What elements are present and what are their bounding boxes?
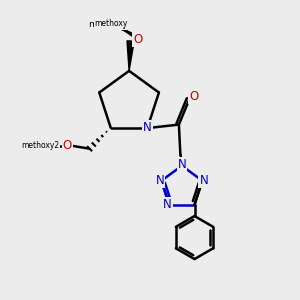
Text: methoxy2: methoxy2: [21, 141, 59, 150]
Text: O: O: [189, 90, 198, 103]
Text: N: N: [156, 174, 164, 187]
Text: N: N: [164, 198, 172, 211]
Text: N: N: [143, 121, 152, 134]
Polygon shape: [127, 41, 134, 71]
Text: methoxy: methoxy: [88, 20, 128, 29]
Text: O: O: [134, 33, 143, 46]
Text: O: O: [62, 139, 72, 152]
Text: methoxy: methoxy: [94, 19, 128, 28]
Text: N: N: [200, 174, 208, 187]
Text: N: N: [178, 158, 186, 171]
